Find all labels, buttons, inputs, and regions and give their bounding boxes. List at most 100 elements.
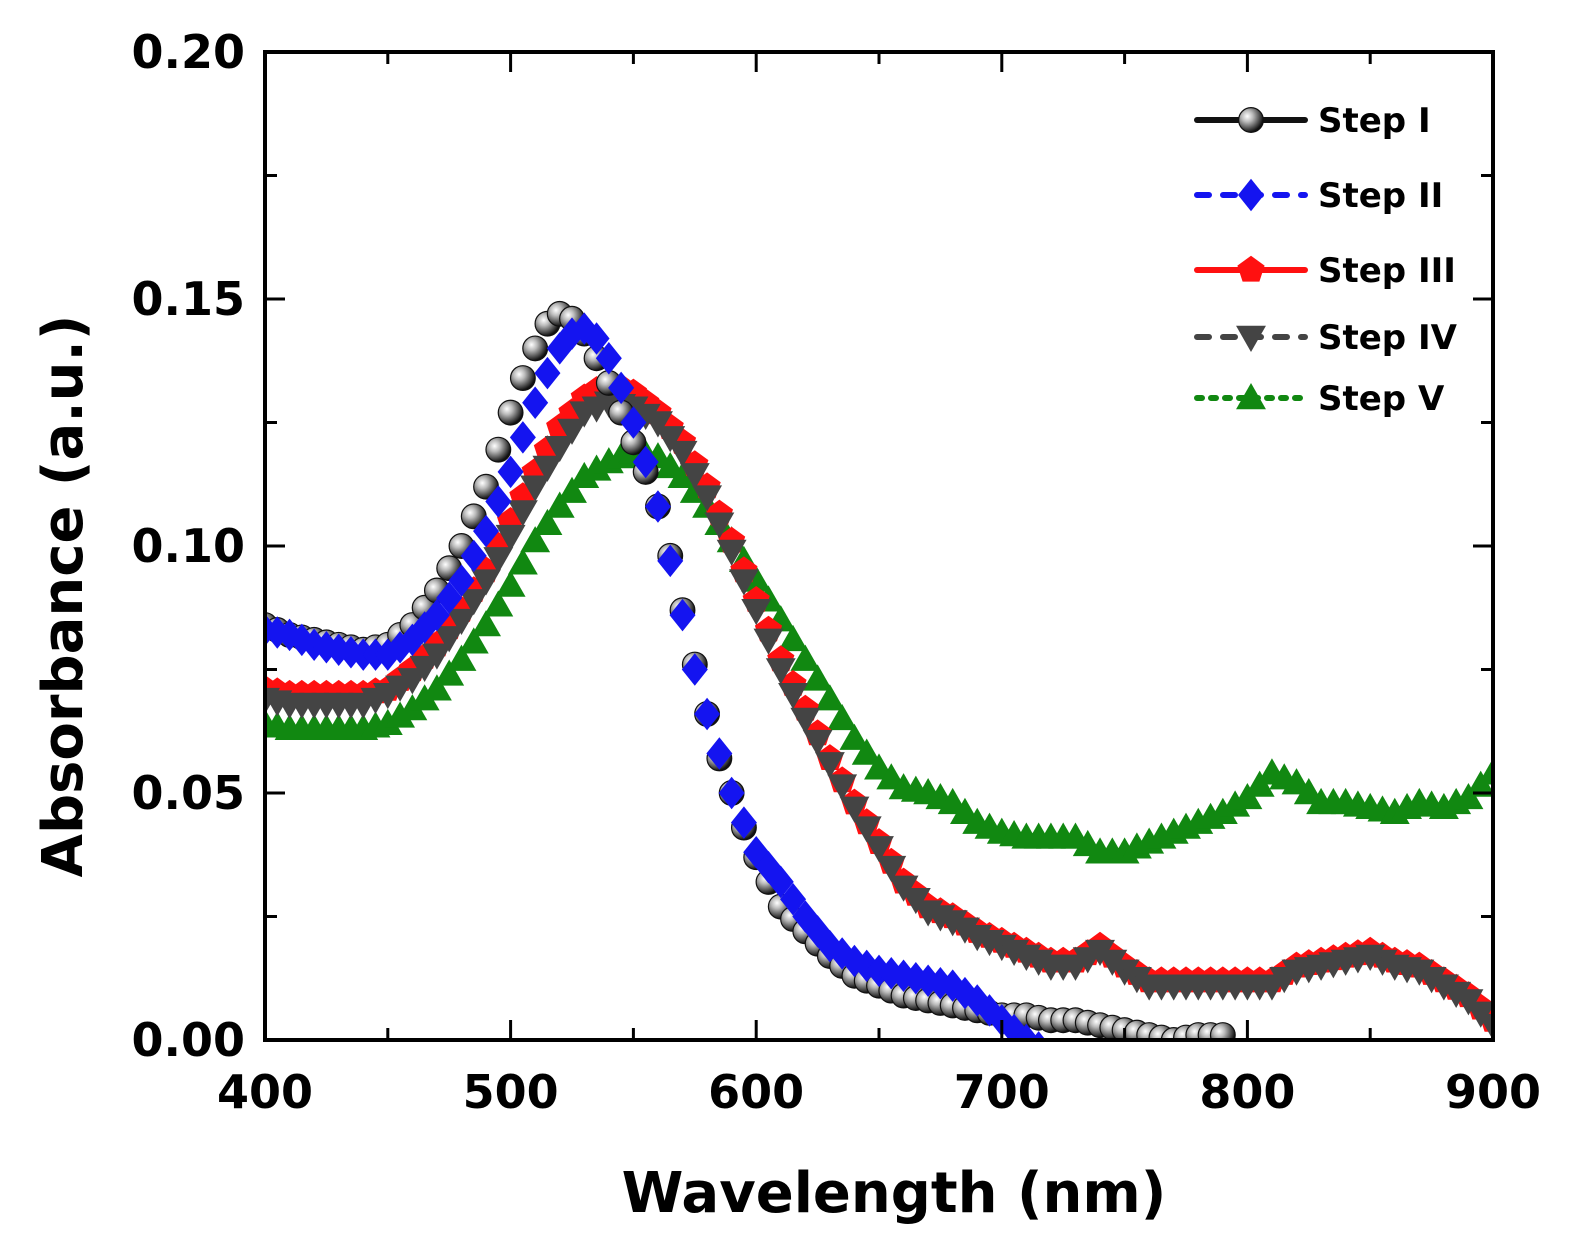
data-point-step-ii bbox=[1062, 1053, 1088, 1086]
data-point-step-iv bbox=[728, 569, 759, 596]
data-point-step-ii bbox=[694, 697, 721, 731]
data-point-step-iv bbox=[471, 569, 501, 596]
data-point-step-iv bbox=[864, 836, 894, 863]
data-point-step-iv bbox=[692, 485, 723, 512]
data-point-step-v bbox=[520, 526, 551, 553]
data-point-step-i bbox=[522, 335, 549, 362]
series-step-ii bbox=[265, 312, 1088, 1086]
data-point-step-iv bbox=[495, 524, 526, 552]
data-point-step-v bbox=[827, 703, 858, 731]
data-point-step-ii bbox=[644, 490, 671, 523]
data-point-step-iv bbox=[434, 626, 465, 653]
data-point-step-ii bbox=[436, 581, 463, 615]
data-point-step-i bbox=[497, 399, 524, 426]
data-point-step-iv bbox=[630, 403, 661, 431]
data-point-step-iv bbox=[1121, 967, 1152, 994]
data-point-step-v bbox=[458, 627, 489, 654]
data-point-step-iv bbox=[839, 796, 870, 823]
data-point-step-iv bbox=[1428, 974, 1459, 1001]
data-point-step-v bbox=[569, 461, 600, 489]
data-point-step-ii bbox=[265, 616, 291, 649]
data-point-step-ii bbox=[460, 539, 487, 573]
data-point-step-iv bbox=[667, 440, 698, 468]
data-point-step-iv bbox=[421, 643, 452, 670]
data-point-step-v bbox=[557, 476, 587, 503]
x-tick-label: 900 bbox=[1445, 1065, 1541, 1119]
data-point-step-v bbox=[446, 644, 477, 671]
data-point-step-v bbox=[507, 548, 538, 575]
data-point-step-iv bbox=[827, 774, 858, 801]
data-point-step-ii bbox=[657, 544, 684, 578]
data-point-step-v bbox=[1220, 790, 1251, 817]
data-point-step-v bbox=[372, 708, 403, 736]
data-point-step-v bbox=[778, 624, 808, 652]
legend-item-step-ii: Step II bbox=[1194, 176, 1443, 216]
data-point-step-ii bbox=[608, 371, 635, 405]
data-point-step-iv bbox=[1416, 967, 1447, 994]
data-point-step-iv bbox=[446, 608, 477, 636]
data-point-step-ii bbox=[706, 737, 733, 770]
data-point-step-v bbox=[1478, 758, 1493, 785]
y-tick-label: 0.10 bbox=[132, 519, 246, 573]
data-point-step-ii bbox=[485, 485, 512, 518]
legend-item-step-iv: Step IV bbox=[1194, 318, 1458, 358]
y-axis-title: Absorbance (a.u.) bbox=[31, 315, 96, 878]
data-point-step-iv bbox=[679, 463, 710, 490]
legend-marker bbox=[1237, 255, 1265, 282]
data-point-step-iv bbox=[765, 658, 796, 685]
legend-label: Step II bbox=[1318, 176, 1443, 216]
data-point-step-i bbox=[485, 436, 512, 463]
data-point-step-ii bbox=[583, 322, 610, 355]
data-point-step-v bbox=[532, 508, 563, 535]
data-point-step-iv bbox=[1109, 959, 1140, 986]
legend-item-step-iii: Step III bbox=[1194, 251, 1456, 291]
data-point-step-iv bbox=[520, 475, 551, 502]
data-point-step-iv bbox=[1441, 981, 1472, 1009]
legend-label: Step I bbox=[1318, 101, 1431, 141]
data-point-step-iv bbox=[790, 707, 821, 734]
data-point-step-iv bbox=[716, 539, 747, 566]
data-point-step-ii bbox=[730, 806, 757, 839]
data-point-step-i bbox=[1209, 1022, 1236, 1040]
data-point-step-v bbox=[581, 454, 612, 481]
data-point-step-ii bbox=[669, 598, 696, 632]
legend-marker bbox=[1236, 383, 1266, 410]
data-point-step-v bbox=[851, 738, 882, 765]
data-point-step-iv bbox=[741, 599, 772, 626]
data-point-step-v bbox=[471, 610, 501, 637]
data-point-step-v bbox=[483, 590, 514, 617]
data-point-step-iv bbox=[753, 628, 784, 655]
legend: Step I Step II Step III Step IV Step V bbox=[1194, 101, 1458, 419]
data-point-step-ii bbox=[473, 514, 500, 548]
y-tick-label: 0.20 bbox=[132, 25, 246, 79]
data-point-step-ii bbox=[1050, 1046, 1076, 1079]
x-tick-label: 800 bbox=[1199, 1065, 1295, 1119]
data-point-step-iv bbox=[937, 910, 968, 937]
legend-item-step-i: Step I bbox=[1194, 101, 1431, 141]
data-point-step-ii bbox=[509, 421, 536, 454]
data-point-step-ii bbox=[718, 776, 745, 810]
y-tick-label: 0.15 bbox=[132, 272, 246, 326]
data-point-step-iv bbox=[1404, 959, 1435, 986]
x-tick-label: 500 bbox=[463, 1065, 559, 1119]
data-point-step-iv bbox=[802, 729, 833, 757]
x-axis-title: Wavelength (nm) bbox=[622, 1161, 1167, 1226]
data-point-step-iv bbox=[778, 682, 808, 710]
series-step-iv bbox=[265, 391, 1493, 1040]
data-point-step-v bbox=[495, 570, 526, 597]
data-point-step-iv bbox=[557, 418, 587, 445]
data-point-step-v bbox=[544, 491, 575, 518]
data-point-step-i bbox=[509, 365, 536, 391]
data-point-step-v bbox=[839, 723, 870, 750]
legend-label: Step III bbox=[1318, 251, 1456, 291]
data-point-step-ii bbox=[780, 882, 807, 916]
x-tick-label: 600 bbox=[708, 1065, 804, 1119]
data-point-step-iv bbox=[1478, 1013, 1493, 1040]
x-tick-label: 700 bbox=[954, 1065, 1050, 1119]
legend-label: Step V bbox=[1318, 379, 1445, 419]
data-point-step-v bbox=[1207, 797, 1238, 824]
data-point-step-v bbox=[814, 684, 845, 711]
data-point-step-iv bbox=[814, 752, 845, 779]
data-point-step-v bbox=[802, 664, 833, 691]
